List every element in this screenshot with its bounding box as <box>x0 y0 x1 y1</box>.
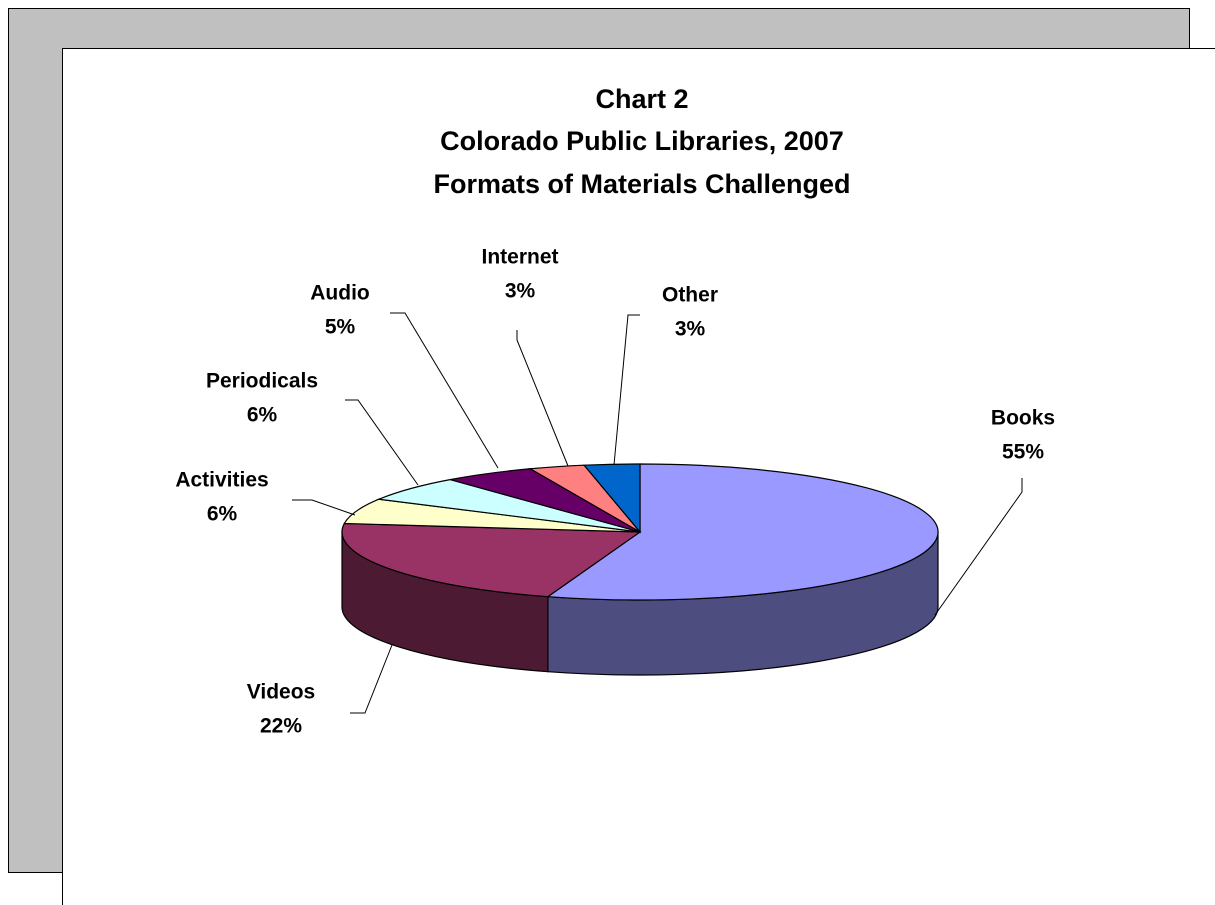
leader-line <box>390 312 499 469</box>
slice <box>582 463 641 534</box>
slice-value-label: 55% <box>1002 441 1044 464</box>
leader-line <box>350 644 393 714</box>
chart-title: Formats of Materials Challenged <box>433 169 850 199</box>
slice-value-label: 3% <box>505 280 536 303</box>
leader-line <box>345 399 419 486</box>
leader-line <box>516 330 569 467</box>
slice <box>546 463 939 601</box>
slice-label: Periodicals <box>206 370 318 393</box>
leader-line <box>292 499 356 516</box>
slice-label: Videos <box>247 681 315 704</box>
slice <box>341 522 642 598</box>
labels: Books 55% Videos 22% Activities 6% Periodicals… <box>175 246 1055 738</box>
slice-label: Books <box>991 407 1055 430</box>
slice-label: Other <box>662 284 718 307</box>
slice-value-label: 5% <box>325 316 356 339</box>
slice-label: Activities <box>175 469 268 492</box>
chart-area-border <box>62 48 1215 905</box>
chart-title: Colorado Public Libraries, 2007 <box>440 126 844 156</box>
leader-line <box>613 314 640 466</box>
slice-value-label: 6% <box>247 404 278 427</box>
slice-value-label: 3% <box>675 318 706 341</box>
pie <box>341 463 939 676</box>
chart-title: Chart 2 <box>595 84 688 114</box>
leader-line <box>934 478 1023 616</box>
slice-value-label: 22% <box>260 715 302 738</box>
slice-label: Audio <box>310 282 369 305</box>
slice-value-label: 6% <box>207 503 238 526</box>
slice-label: Internet <box>481 246 558 269</box>
